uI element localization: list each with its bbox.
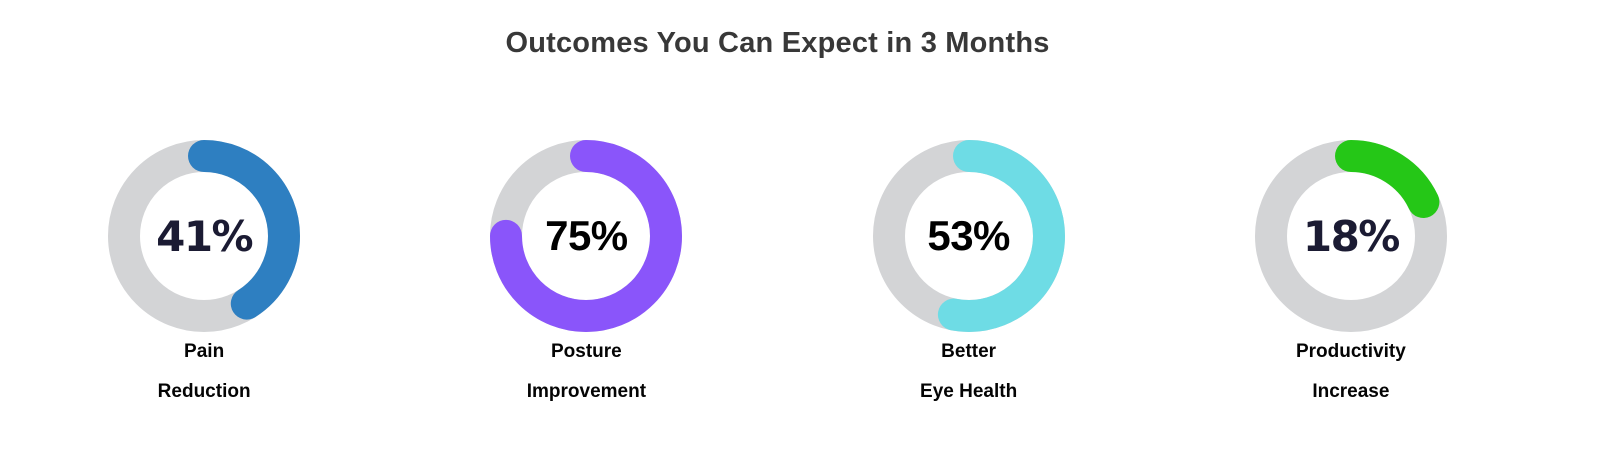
donut-percentage-value: 18% — [1302, 211, 1401, 261]
donut-progress-arc — [490, 140, 683, 332]
donut-ring: 53% — [872, 140, 1065, 332]
donut-svg — [872, 140, 1065, 332]
donut-ring: 75% — [490, 140, 683, 332]
donut-svg — [490, 140, 683, 332]
donut-label: Pain Reduction — [158, 332, 251, 412]
donut-chart-card: 75% Posture Improvement — [395, 140, 777, 412]
donut-svg — [108, 140, 301, 332]
donut-chart-card: 41% Pain Reduction — [13, 140, 395, 412]
donut-label-line1: Pain — [184, 341, 225, 362]
donut-label-line2: Improvement — [526, 381, 647, 402]
donut-chart-card: 53% Better Eye Health — [778, 140, 1160, 412]
donut-label-line1: Productivity — [1295, 341, 1406, 362]
donut-label-line2: Increase — [1312, 381, 1390, 402]
donut-progress-arc — [872, 140, 1065, 332]
donut-chart-card: 18% Productivity Increase — [1160, 140, 1542, 412]
donut-label: Better Eye Health — [920, 332, 1017, 412]
donut-ring: 41% — [108, 140, 301, 332]
donut-label: Productivity Increase — [1296, 332, 1406, 412]
donut-label: Posture Improvement — [527, 332, 646, 412]
donut-label-line2: Eye Health — [920, 381, 1018, 402]
donut-ring: 18% — [1254, 140, 1447, 332]
donut-progress-arc — [1254, 140, 1447, 332]
donut-label-line1: Better — [941, 341, 997, 362]
page-title: Outcomes You Can Expect in 3 Months — [505, 27, 1050, 59]
donut-label-line2: Reduction — [157, 381, 251, 402]
donut-percentage-value: 75% — [545, 212, 628, 259]
donut-label-line1: Posture — [551, 341, 622, 362]
outcomes-section: Outcomes You Can Expect in 3 Months 41% … — [13, 0, 1542, 412]
donut-progress-arc — [108, 140, 301, 332]
charts-row: 41% Pain Reduction 75% Posture Improveme… — [13, 140, 1542, 412]
donut-svg — [1254, 140, 1447, 332]
donut-percentage-value: 53% — [927, 212, 1010, 259]
donut-percentage-value: 41% — [156, 211, 254, 261]
